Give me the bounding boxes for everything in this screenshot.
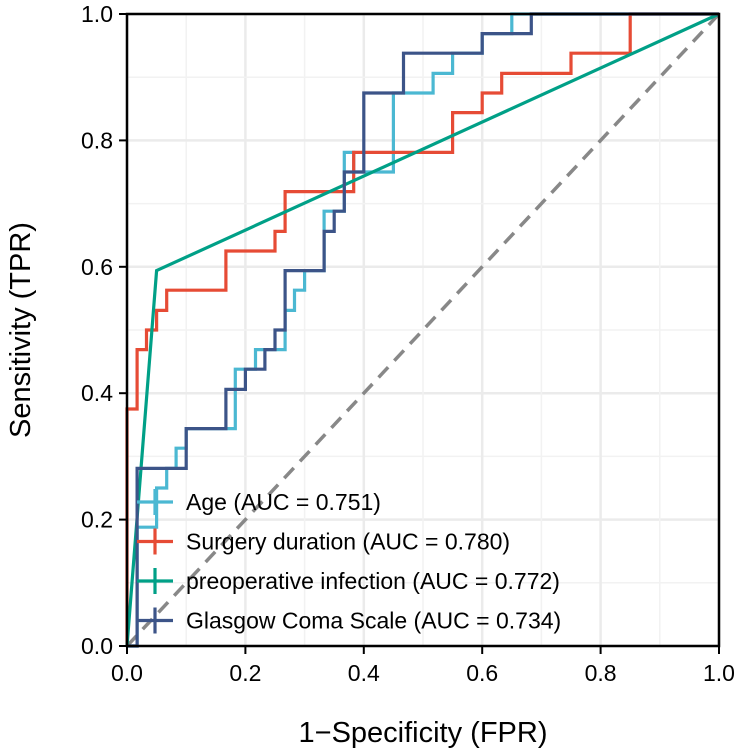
roc-curves (125, 12, 720, 648)
x-axis-title: 1−Specificity (FPR) (299, 717, 548, 749)
reference-diagonal (125, 12, 721, 648)
x-tick-label: 1.0 (703, 660, 735, 686)
axes: 0.0 0.2 0.4 0.6 0.8 1.0 0.0 0.2 0.4 0.6 0.8 1.0 (81, 1, 735, 686)
y-axis-title: Sensitivity (TPR) (5, 222, 37, 438)
y-tick-label: 0.6 (81, 254, 113, 280)
reference-line (125, 12, 721, 648)
legend-label-age: Age (AUC = 0.751) (186, 489, 381, 515)
legend-label-glasgow-coma-scale: Glasgow Coma Scale (AUC = 0.734) (186, 608, 561, 634)
x-tick-label: 0.6 (466, 660, 498, 686)
x-tick-label: 0.0 (111, 660, 143, 686)
y-tick-label: 0.4 (81, 380, 113, 406)
y-tick-label: 0.0 (81, 633, 113, 659)
roc-curve-surgery-duration (125, 12, 719, 646)
legend-label-surgery-duration: Surgery duration (AUC = 0.780) (186, 529, 510, 555)
x-tick-label: 0.4 (348, 660, 380, 686)
legend: Age (AUC = 0.751) Surgery duration (AUC =… (137, 489, 561, 634)
roc-curve-glasgow-coma-scale (127, 12, 719, 648)
plot-frame (125, 12, 721, 648)
y-tick-label: 0.8 (81, 127, 113, 153)
legend-label-preoperative-infection: preoperative infection (AUC = 0.772) (186, 568, 560, 594)
y-tick-label: 1.0 (81, 1, 113, 27)
x-tick-label: 0.2 (229, 660, 261, 686)
x-tick-label: 0.8 (585, 660, 617, 686)
y-tick-label: 0.2 (81, 507, 113, 533)
